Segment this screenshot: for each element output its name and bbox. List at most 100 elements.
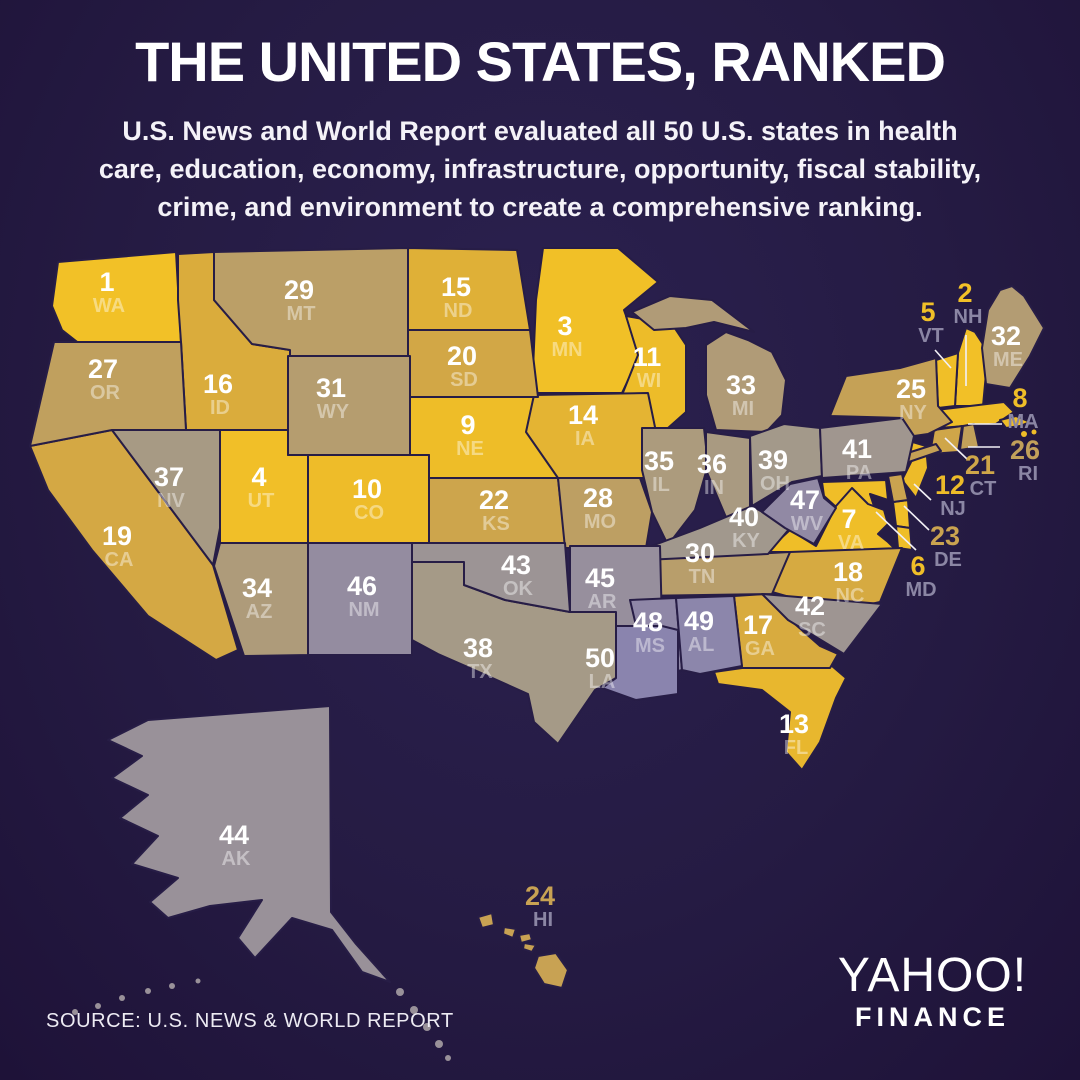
state-rank-label: 28 — [583, 483, 613, 513]
callout-line-nj — [913, 483, 932, 501]
state-hi-shape — [518, 932, 533, 944]
state-ok-shape — [411, 542, 571, 613]
state-me-shape — [981, 285, 1045, 389]
state-ak-island — [169, 983, 175, 989]
state-abbr-label: TN — [689, 566, 716, 588]
state-rank-label: 23 — [930, 521, 960, 551]
state-abbr-label: CO — [354, 502, 384, 524]
state-rank-label: 2 — [957, 278, 972, 308]
state-abbr-label: ID — [210, 397, 230, 419]
state-rank-label: 32 — [991, 321, 1021, 351]
page-title: THE UNITED STATES, RANKED — [135, 30, 946, 93]
state-rank-label: 49 — [684, 606, 714, 636]
state-rank-label: 4 — [251, 462, 266, 492]
state-abbr-label: WY — [317, 401, 350, 423]
state-rank-label: 18 — [833, 557, 863, 587]
state-rank-label: 47 — [790, 485, 820, 515]
state-rank-label: 27 — [88, 354, 118, 384]
state-mi-shape — [631, 295, 755, 333]
state-abbr-label: VT — [918, 325, 944, 347]
state-nm-shape — [307, 542, 413, 656]
state-la-shape — [601, 625, 679, 701]
state-abbr-label: MS — [635, 635, 665, 657]
state-abbr-label: FL — [784, 737, 808, 759]
state-il — [641, 427, 709, 546]
subtitle: U.S. News and World Report evaluated all… — [0, 112, 1080, 226]
state-rank-label: 15 — [441, 272, 471, 302]
state-mt — [213, 247, 409, 357]
state-abbr-label: NE — [456, 438, 484, 460]
state-abbr-label: CT — [970, 478, 997, 500]
source-attribution: SOURCE: U.S. NEWS & WORLD REPORT — [46, 1010, 454, 1032]
state-rank-label: 33 — [726, 370, 756, 400]
callout-line-vt — [934, 349, 952, 369]
state-abbr-label: ND — [444, 300, 473, 322]
state-ma-island — [1031, 429, 1037, 435]
state-vt — [935, 352, 959, 409]
state-abbr-label: MI — [732, 398, 754, 420]
state-al — [675, 595, 743, 675]
state-abbr-label: SC — [798, 619, 826, 641]
state-abbr-label: DE — [934, 549, 962, 571]
map-states-layer — [29, 247, 1045, 1061]
yahoo-finance-logo: YAHOO! FINANCE — [790, 952, 1075, 1031]
state-abbr-label: LA — [589, 671, 616, 693]
state-rank-label: 46 — [347, 571, 377, 601]
state-hi-shape — [502, 926, 517, 939]
state-rank-label: 37 — [154, 462, 184, 492]
state-il-shape — [641, 427, 709, 546]
state-abbr-label: SD — [450, 369, 478, 391]
state-abbr-label: OR — [90, 382, 121, 404]
state-ak-island — [445, 1055, 451, 1061]
state-abbr-label: MA — [1007, 411, 1038, 433]
state-ak-island — [435, 1040, 443, 1048]
state-rank-label: 26 — [1010, 435, 1040, 465]
state-abbr-label: MD — [905, 579, 936, 601]
state-rank-label: 22 — [479, 485, 509, 515]
state-abbr-label: TX — [467, 661, 493, 683]
state-abbr-label: ME — [993, 349, 1023, 371]
state-hi — [477, 912, 569, 989]
state-mi — [631, 295, 787, 433]
state-ma-island — [1021, 431, 1027, 437]
state-abbr-label: WA — [93, 295, 125, 317]
state-hi-shape — [477, 912, 495, 929]
state-rank-label: 34 — [242, 573, 272, 603]
subtitle-line-2: care, education, economy, infrastructure… — [98, 154, 982, 184]
state-abbr-label: MT — [287, 303, 316, 325]
subtitle-line-3: crime, and environment to create a compr… — [157, 192, 923, 222]
state-rank-label: 41 — [842, 434, 872, 464]
callout-line-ct — [944, 437, 968, 460]
state-hi-shape — [533, 952, 569, 989]
state-abbr-label: GA — [745, 638, 775, 660]
state-ri-shape — [959, 423, 980, 451]
state-wv-shape — [761, 477, 837, 545]
state-ma-shape — [999, 415, 1031, 429]
state-az — [213, 542, 309, 657]
state-mi-shape — [705, 331, 787, 433]
state-ok — [411, 542, 571, 613]
state-de — [887, 473, 909, 503]
state-md-shape — [892, 499, 911, 529]
state-abbr-label: NV — [157, 490, 185, 512]
state-abbr-label: NC — [836, 585, 865, 607]
state-ak-island — [410, 1006, 418, 1014]
state-mt-shape — [213, 247, 409, 357]
state-rank-label: 20 — [447, 341, 477, 371]
callout-line-de — [903, 505, 930, 531]
state-abbr-label: MN — [551, 339, 582, 361]
state-rank-label: 6 — [910, 551, 925, 581]
state-abbr-label: NY — [899, 402, 927, 424]
state-rank-label: 14 — [568, 400, 598, 430]
state-mo — [557, 477, 653, 549]
state-rank-label: 19 — [102, 521, 132, 551]
state-rank-label: 16 — [203, 369, 233, 399]
state-rank-label: 10 — [352, 474, 382, 504]
state-ak-island — [119, 995, 125, 1001]
state-abbr-label: RI — [1018, 463, 1038, 485]
state-wy — [287, 355, 411, 456]
state-abbr-label: NH — [954, 306, 983, 328]
state-vt-shape — [935, 352, 959, 409]
state-rank-label: 5 — [920, 297, 935, 327]
